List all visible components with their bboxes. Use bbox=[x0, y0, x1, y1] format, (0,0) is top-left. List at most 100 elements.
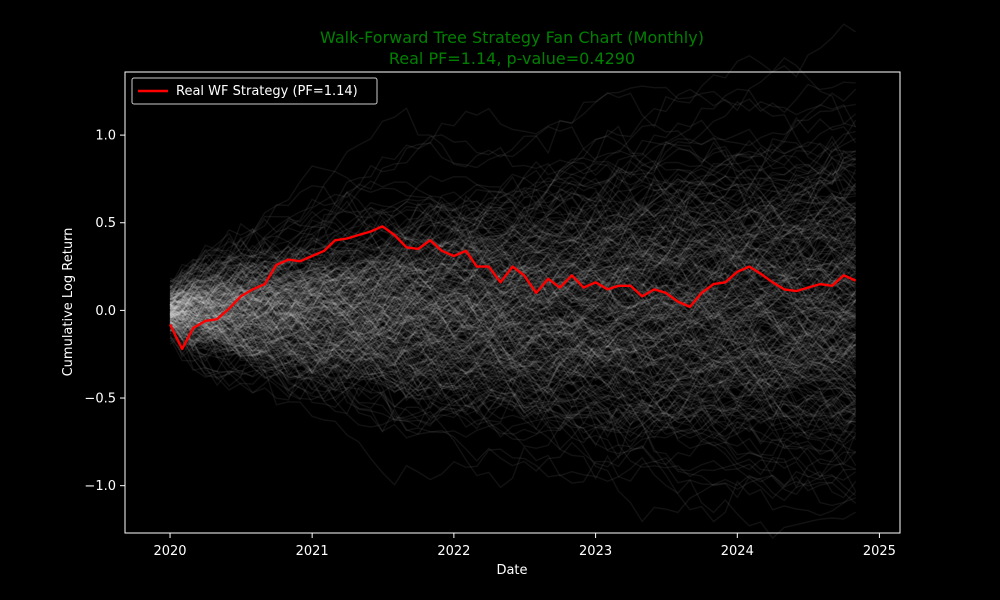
permutation-line bbox=[169, 225, 857, 369]
permutation-line bbox=[169, 309, 856, 415]
permutation-line bbox=[169, 188, 856, 301]
y-tick-label: 0.5 bbox=[95, 216, 116, 231]
permutation-line bbox=[169, 243, 856, 346]
permutation-line bbox=[169, 287, 857, 365]
permutation-line bbox=[170, 88, 857, 282]
permutation-line bbox=[169, 176, 856, 306]
permutation-line bbox=[169, 311, 857, 400]
permutation-line bbox=[169, 235, 857, 335]
permutation-line bbox=[169, 279, 857, 373]
permutation-line bbox=[169, 243, 857, 326]
permutation-line bbox=[169, 285, 857, 377]
permutation-line bbox=[169, 268, 856, 360]
permutation-line bbox=[169, 172, 857, 336]
permutation-line bbox=[169, 175, 857, 331]
permutation-line bbox=[169, 188, 857, 343]
permutation-line bbox=[169, 288, 857, 348]
permutation-line bbox=[169, 276, 857, 382]
permutation-line bbox=[169, 268, 857, 348]
real-strategy-line bbox=[168, 225, 857, 351]
permutation-line bbox=[169, 310, 857, 460]
permutation-line bbox=[169, 295, 857, 386]
permutation-line bbox=[169, 206, 856, 352]
permutation-line bbox=[169, 279, 857, 366]
permutation-line bbox=[169, 180, 857, 310]
permutation-line bbox=[169, 227, 856, 340]
permutation-line bbox=[169, 254, 857, 347]
permutation-line bbox=[169, 224, 856, 321]
permutation-line bbox=[169, 274, 856, 378]
permutation-line bbox=[169, 304, 857, 492]
permutation-line bbox=[169, 253, 857, 368]
permutation-line bbox=[169, 168, 857, 329]
permutation-line bbox=[169, 273, 857, 393]
permutation-line bbox=[169, 248, 857, 390]
permutation-line bbox=[169, 222, 857, 322]
permutation-line bbox=[169, 250, 857, 362]
permutation-line bbox=[169, 303, 857, 540]
permutation-line bbox=[169, 137, 857, 350]
permutation-line bbox=[169, 282, 857, 365]
permutation-line bbox=[169, 210, 857, 313]
permutation-line bbox=[169, 295, 857, 392]
permutation-line bbox=[169, 310, 857, 428]
permutation-line bbox=[169, 263, 857, 403]
permutation-line bbox=[169, 192, 856, 340]
permutation-line bbox=[169, 310, 857, 406]
permutation-line bbox=[169, 196, 856, 347]
permutation-line bbox=[169, 134, 857, 295]
permutation-line bbox=[169, 270, 857, 344]
permutation-line bbox=[169, 289, 856, 425]
permutation-line bbox=[169, 319, 856, 443]
permutation-line bbox=[169, 195, 857, 340]
permutation-line bbox=[169, 288, 857, 384]
permutation-line bbox=[169, 309, 857, 450]
permutation-line bbox=[169, 264, 857, 356]
permutation-line bbox=[169, 255, 857, 375]
permutation-line bbox=[169, 225, 857, 328]
permutation-line bbox=[169, 239, 857, 355]
permutation-line bbox=[169, 276, 857, 401]
permutation-line bbox=[169, 257, 857, 433]
permutation-line bbox=[169, 287, 856, 389]
y-tick-label: 0.0 bbox=[95, 304, 116, 319]
permutation-line bbox=[169, 175, 857, 339]
permutation-line bbox=[169, 177, 857, 332]
axes-frame bbox=[124, 71, 901, 534]
permutation-line bbox=[169, 271, 857, 391]
permutation-line bbox=[169, 178, 857, 324]
permutation-line bbox=[169, 178, 856, 357]
permutation-line bbox=[169, 184, 857, 303]
permutation-line bbox=[169, 264, 857, 443]
permutation-line bbox=[169, 188, 856, 339]
permutation-line bbox=[169, 238, 856, 416]
permutation-line bbox=[169, 255, 857, 360]
permutation-line bbox=[169, 269, 856, 423]
permutation-line bbox=[169, 262, 857, 373]
permutation-line bbox=[169, 202, 857, 360]
x-tick-label: 2020 bbox=[153, 544, 186, 559]
permutation-line bbox=[169, 267, 857, 370]
permutation-line bbox=[169, 285, 857, 402]
permutation-line bbox=[169, 294, 857, 392]
axes-background bbox=[125, 72, 900, 533]
permutation-line bbox=[169, 326, 857, 428]
permutation-line bbox=[169, 310, 857, 404]
permutation-line bbox=[169, 246, 857, 395]
permutation-line bbox=[169, 295, 856, 435]
permutation-line bbox=[169, 265, 856, 398]
permutation-line bbox=[169, 182, 857, 347]
permutation-line bbox=[169, 310, 856, 489]
permutation-line bbox=[169, 296, 857, 426]
permutation-line bbox=[169, 246, 856, 343]
permutation-line bbox=[169, 249, 856, 373]
permutation-line bbox=[169, 290, 856, 389]
permutation-line bbox=[169, 205, 857, 369]
permutation-line bbox=[169, 187, 857, 324]
permutation-line bbox=[169, 322, 857, 429]
permutation-line bbox=[169, 314, 856, 394]
permutation-line bbox=[169, 322, 857, 441]
permutation-line bbox=[169, 245, 856, 326]
permutation-line bbox=[169, 226, 857, 402]
permutation-line bbox=[169, 218, 857, 344]
